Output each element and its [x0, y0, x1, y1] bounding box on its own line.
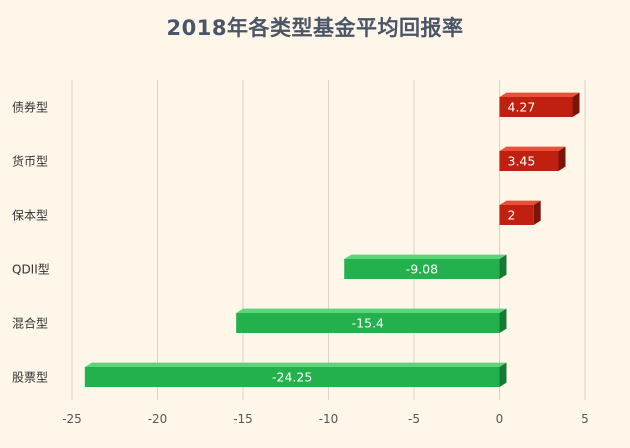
x-tick-label: -15: [233, 412, 253, 426]
bar-side-face: [558, 146, 566, 171]
bar-top-face: [499, 200, 541, 205]
bar-side-face: [499, 362, 507, 387]
x-tick-label: 5: [581, 412, 589, 426]
bar: [84, 367, 500, 387]
x-tick-label: -20: [148, 412, 168, 426]
bar: [499, 205, 534, 225]
chart-title: 2018年各类型基金平均回报率: [166, 16, 464, 40]
bar: [499, 97, 573, 117]
bar-side-face: [533, 200, 541, 225]
bar-top-face: [344, 254, 507, 259]
category-label: QDII型: [12, 263, 50, 277]
category-label: 债券型: [12, 100, 48, 115]
x-tick-label: 0: [496, 412, 504, 426]
category-label: 混合型: [12, 316, 48, 331]
bar-top-face: [499, 146, 566, 151]
bar: [236, 313, 500, 333]
category-label: 货币型: [12, 154, 48, 169]
bar-side-face: [572, 92, 580, 117]
x-tick-label: -5: [408, 412, 420, 426]
data-label: 3.45: [508, 154, 536, 169]
bar-side-face: [499, 254, 507, 279]
bar: [344, 259, 500, 279]
data-label: -24.25: [272, 370, 312, 385]
bar-top-face: [84, 362, 507, 367]
bar-side-face: [499, 308, 507, 333]
category-label: 保本型: [12, 209, 48, 223]
data-label: -15.4: [352, 316, 384, 331]
bar-top-face: [499, 92, 580, 97]
data-label: -9.08: [406, 262, 438, 277]
data-label: 4.27: [508, 100, 536, 115]
bar: [499, 151, 559, 171]
bar-top-face: [236, 308, 507, 313]
x-tick-label: -10: [319, 412, 339, 426]
data-label: 2: [508, 208, 516, 223]
x-tick-label: -25: [62, 412, 82, 426]
category-label: 股票型: [12, 371, 48, 385]
